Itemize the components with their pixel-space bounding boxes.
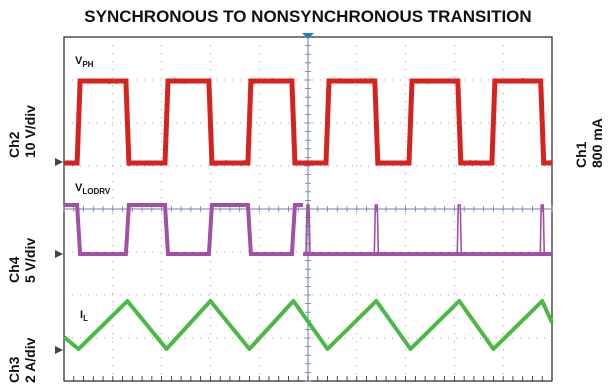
ground-marker [55,158,63,166]
series-label-il: IL [80,309,88,323]
series-vlodrv-spike [456,204,463,255]
series-vlodrv-spike [539,204,546,255]
series-label-vph: VPH [75,55,94,69]
series-il-trace [62,299,554,351]
series-vlodrv-spike [373,204,380,255]
series-vlodrv-spike [305,204,311,255]
chart-title: SYNCHRONOUS TO NONSYNCHRONOUS TRANSITION [84,7,532,26]
ground-marker [55,250,63,258]
ground-marker [55,346,63,354]
series-vlodrv-trace [64,203,304,256]
series-label-vlodrv: VLODRV [75,182,111,196]
series-vph-noise [63,77,553,168]
trigger-marker [302,33,314,39]
